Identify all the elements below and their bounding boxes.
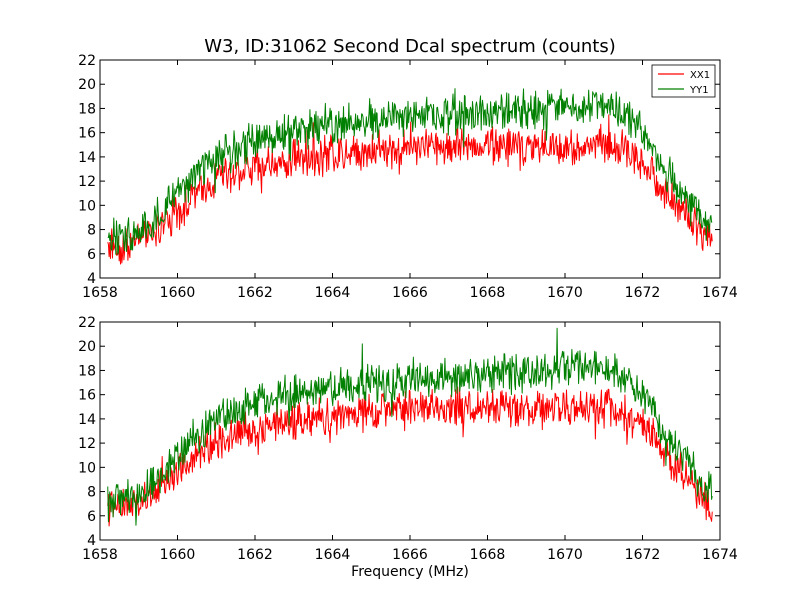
- chart-title: W3, ID:31062 Second Dcal spectrum (count…: [204, 36, 616, 57]
- panel-top: 1658 1660 1662 1664 1666 1668 1670 1672 1674 4 6 8…: [78, 53, 738, 301]
- x-tick-label: 1672: [625, 547, 661, 563]
- y-tick-label: 20: [78, 77, 96, 93]
- x-tick-label: 1662: [237, 285, 273, 301]
- y-tick-label: 8: [87, 485, 96, 501]
- y-tick-label: 16: [78, 126, 96, 142]
- y-tick-label: 12: [78, 436, 96, 452]
- x-tick-label: 1674: [702, 285, 738, 301]
- y-ticks-top: 4 6 8 10 12 14 16 18 20 22: [78, 53, 720, 287]
- x-tick-label: 1660: [160, 547, 196, 563]
- x-tick-label: 1670: [547, 547, 583, 563]
- y-tick-label: 4: [87, 533, 96, 549]
- series-line-yy1: [107, 88, 713, 255]
- x-tick-label: 1666: [392, 285, 428, 301]
- y-tick-label: 22: [78, 315, 96, 331]
- y-tick-label: 18: [78, 363, 96, 379]
- x-tick-label: 1672: [625, 285, 661, 301]
- plot-area-top: [107, 88, 713, 265]
- y-tick-label: 22: [78, 53, 96, 69]
- x-tick-label: 1668: [470, 547, 506, 563]
- x-tick-label: 1660: [160, 285, 196, 301]
- legend: XX1 YY1: [651, 64, 716, 98]
- y-tick-label: 18: [78, 101, 96, 117]
- x-tick-label: 1666: [392, 547, 428, 563]
- series-line-yy1: [107, 327, 713, 526]
- series-line-xx1: [107, 114, 713, 265]
- x-ticks-bottom: 1658 1660 1662 1664 1666 1668 1670 1672 1674: [82, 322, 738, 563]
- y-tick-label: 4: [87, 271, 96, 287]
- series-line-xx1: [107, 386, 713, 527]
- y-tick-label: 16: [78, 388, 96, 404]
- legend-box: [651, 64, 716, 98]
- y-tick-label: 14: [78, 150, 96, 166]
- legend-label-xx1: XX1: [690, 70, 710, 81]
- x-axis-label: Frequency (MHz): [351, 564, 469, 580]
- x-tick-label: 1662: [237, 547, 273, 563]
- y-ticks-bottom: 4 6 8 10 12 14 16 18 20 22: [78, 315, 720, 549]
- x-tick-label: 1668: [470, 285, 506, 301]
- x-ticks-top: 1658 1660 1662 1664 1666 1668 1670 1672 1674: [82, 60, 738, 301]
- legend-label-yy1: YY1: [689, 85, 709, 96]
- plot-area-bottom: [107, 327, 713, 527]
- x-tick-label: 1658: [82, 285, 118, 301]
- y-tick-label: 12: [78, 174, 96, 190]
- x-tick-label: 1670: [547, 285, 583, 301]
- y-tick-label: 6: [87, 509, 96, 525]
- y-tick-label: 10: [78, 198, 96, 214]
- y-tick-label: 6: [87, 247, 96, 263]
- y-tick-label: 14: [78, 412, 96, 428]
- y-tick-label: 10: [78, 460, 96, 476]
- panel-bottom: 1658 1660 1662 1664 1666 1668 1670 1672 1674 4 6 8…: [78, 315, 738, 563]
- x-tick-label: 1674: [702, 547, 738, 563]
- y-tick-label: 8: [87, 223, 96, 239]
- x-tick-label: 1658: [82, 547, 118, 563]
- x-tick-label: 1664: [315, 547, 351, 563]
- x-tick-label: 1664: [315, 285, 351, 301]
- y-tick-label: 20: [78, 339, 96, 355]
